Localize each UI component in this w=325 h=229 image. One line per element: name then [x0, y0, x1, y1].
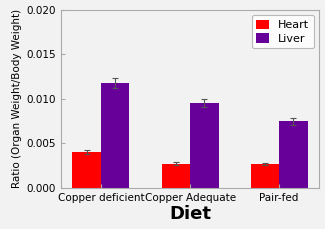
Bar: [101, 83, 129, 188]
Bar: [251, 164, 279, 188]
Bar: [279, 121, 308, 188]
Y-axis label: Ratio (Organ Weight/Body Weight): Ratio (Organ Weight/Body Weight): [12, 9, 22, 188]
Bar: [72, 152, 101, 188]
X-axis label: Diet: Diet: [169, 205, 211, 224]
Bar: [162, 164, 190, 188]
Bar: [190, 103, 219, 188]
Legend: Heart, Liver: Heart, Liver: [252, 15, 314, 48]
